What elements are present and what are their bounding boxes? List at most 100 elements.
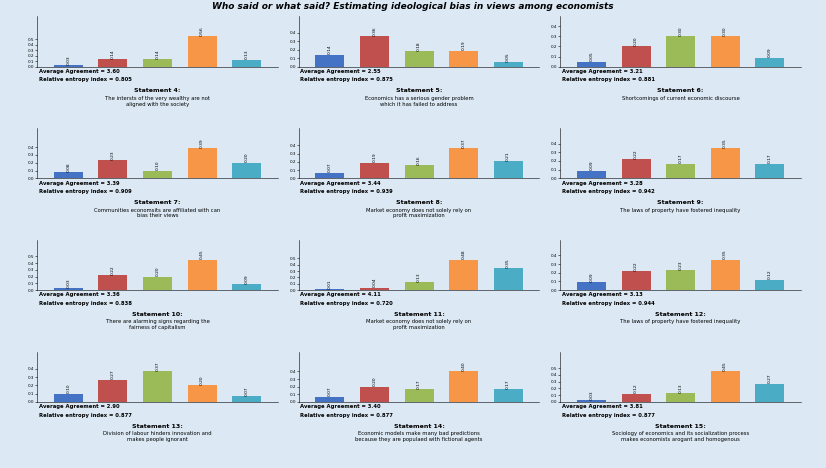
Text: 0.37: 0.37 bbox=[462, 138, 466, 147]
Text: Average Agreement = 3.13: Average Agreement = 3.13 bbox=[562, 292, 643, 298]
Bar bbox=[622, 159, 651, 178]
Text: 0.17: 0.17 bbox=[417, 379, 421, 388]
Text: 0.13: 0.13 bbox=[679, 383, 682, 393]
Text: Statement 11:: Statement 11: bbox=[394, 312, 444, 317]
Text: 0.23: 0.23 bbox=[111, 151, 115, 160]
Bar bbox=[232, 59, 261, 66]
Text: 0.20: 0.20 bbox=[200, 375, 204, 385]
Text: Relative entropy index = 0.942: Relative entropy index = 0.942 bbox=[562, 189, 655, 194]
Text: 0.23: 0.23 bbox=[679, 260, 682, 270]
Text: 0.14: 0.14 bbox=[155, 49, 159, 59]
Bar bbox=[622, 271, 651, 290]
Bar bbox=[755, 280, 784, 290]
Bar bbox=[316, 396, 344, 402]
Text: Average Agreement = 3.39: Average Agreement = 3.39 bbox=[39, 181, 120, 186]
Bar bbox=[54, 394, 83, 402]
Bar bbox=[360, 387, 389, 402]
Text: 0.30: 0.30 bbox=[724, 26, 727, 36]
Bar bbox=[360, 163, 389, 178]
Text: Market economy does not solely rely on
profit maximization: Market economy does not solely rely on p… bbox=[367, 208, 472, 219]
Text: 0.03: 0.03 bbox=[590, 390, 594, 400]
Bar bbox=[666, 270, 695, 290]
Bar bbox=[577, 282, 606, 290]
Text: 0.39: 0.39 bbox=[200, 138, 204, 147]
Text: Division of labour hinders innovation and
makes people ignorant: Division of labour hinders innovation an… bbox=[103, 431, 211, 442]
Bar bbox=[666, 393, 695, 402]
Text: 0.05: 0.05 bbox=[506, 52, 510, 62]
Bar bbox=[188, 385, 216, 402]
Text: 0.20: 0.20 bbox=[155, 267, 159, 276]
Bar bbox=[98, 161, 127, 178]
Bar bbox=[405, 51, 434, 66]
Bar bbox=[755, 58, 784, 66]
Bar bbox=[449, 51, 478, 66]
Bar bbox=[316, 55, 344, 66]
Text: 0.20: 0.20 bbox=[244, 153, 249, 162]
Bar bbox=[232, 396, 261, 402]
Text: 0.14: 0.14 bbox=[111, 49, 115, 59]
Text: 0.07: 0.07 bbox=[328, 163, 332, 172]
Bar bbox=[143, 170, 172, 178]
Text: 0.48: 0.48 bbox=[462, 250, 466, 259]
Text: 0.36: 0.36 bbox=[373, 26, 377, 36]
Bar bbox=[710, 372, 739, 402]
Bar bbox=[232, 284, 261, 290]
Text: Relative entropy index = 0.939: Relative entropy index = 0.939 bbox=[301, 189, 393, 194]
Text: Statement 6:: Statement 6: bbox=[657, 88, 704, 94]
Text: 0.09: 0.09 bbox=[590, 272, 594, 282]
Text: Relative entropy index = 0.805: Relative entropy index = 0.805 bbox=[39, 77, 131, 82]
Text: Relative entropy index = 0.720: Relative entropy index = 0.720 bbox=[301, 301, 393, 306]
Text: 0.01: 0.01 bbox=[328, 279, 332, 289]
Text: 0.14: 0.14 bbox=[328, 45, 332, 54]
Text: 0.12: 0.12 bbox=[767, 270, 771, 279]
Text: Who said or what said? Estimating ideological bias in views among economists: Who said or what said? Estimating ideolo… bbox=[212, 2, 614, 11]
Text: 0.07: 0.07 bbox=[244, 386, 249, 396]
Bar bbox=[360, 36, 389, 66]
Bar bbox=[143, 277, 172, 290]
Text: Relative entropy index = 0.877: Relative entropy index = 0.877 bbox=[562, 413, 655, 417]
Bar bbox=[666, 36, 695, 66]
Text: 0.03: 0.03 bbox=[66, 278, 70, 288]
Text: 0.35: 0.35 bbox=[506, 258, 510, 268]
Text: 0.27: 0.27 bbox=[767, 373, 771, 383]
Text: 0.03: 0.03 bbox=[66, 55, 70, 65]
Bar bbox=[360, 288, 389, 290]
Text: 0.21: 0.21 bbox=[506, 151, 510, 161]
Text: 0.04: 0.04 bbox=[373, 278, 377, 287]
Text: Shortcomings of current economic discourse: Shortcomings of current economic discour… bbox=[622, 96, 739, 101]
Text: Statement 4:: Statement 4: bbox=[135, 88, 181, 94]
Text: 0.12: 0.12 bbox=[634, 384, 638, 394]
Bar bbox=[622, 394, 651, 402]
Text: Relative entropy index = 0.909: Relative entropy index = 0.909 bbox=[39, 189, 131, 194]
Text: 0.56: 0.56 bbox=[200, 26, 204, 36]
Text: 0.17: 0.17 bbox=[506, 379, 510, 388]
Text: Relative entropy index = 0.838: Relative entropy index = 0.838 bbox=[39, 301, 132, 306]
Text: 0.22: 0.22 bbox=[634, 261, 638, 271]
Text: 0.16: 0.16 bbox=[417, 155, 421, 165]
Text: Economics has a serious gender problem
which it has failed to address: Economics has a serious gender problem w… bbox=[365, 96, 473, 107]
Text: 0.22: 0.22 bbox=[111, 265, 115, 275]
Text: 0.09: 0.09 bbox=[244, 274, 249, 284]
Bar bbox=[755, 384, 784, 402]
Bar bbox=[54, 65, 83, 66]
Text: Statement 10:: Statement 10: bbox=[132, 312, 183, 317]
Bar bbox=[577, 170, 606, 178]
Bar bbox=[143, 59, 172, 66]
Text: Average Agreement = 3.36: Average Agreement = 3.36 bbox=[39, 292, 120, 298]
Bar bbox=[188, 148, 216, 178]
Text: Average Agreement = 4.11: Average Agreement = 4.11 bbox=[301, 292, 382, 298]
Text: Statement 9:: Statement 9: bbox=[657, 200, 704, 205]
Text: Statement 7:: Statement 7: bbox=[135, 200, 181, 205]
Bar bbox=[98, 275, 127, 290]
Bar bbox=[316, 173, 344, 178]
Bar bbox=[449, 260, 478, 290]
Text: 0.09: 0.09 bbox=[767, 47, 771, 57]
Bar bbox=[494, 62, 523, 66]
Text: Statement 5:: Statement 5: bbox=[396, 88, 442, 94]
Text: Relative entropy index = 0.944: Relative entropy index = 0.944 bbox=[562, 301, 655, 306]
Bar bbox=[188, 260, 216, 290]
Text: 0.35: 0.35 bbox=[724, 138, 727, 147]
Text: Average Agreement = 3.44: Average Agreement = 3.44 bbox=[301, 181, 381, 186]
Text: Relative entropy index = 0.877: Relative entropy index = 0.877 bbox=[301, 413, 393, 417]
Text: Statement 13:: Statement 13: bbox=[132, 424, 183, 429]
